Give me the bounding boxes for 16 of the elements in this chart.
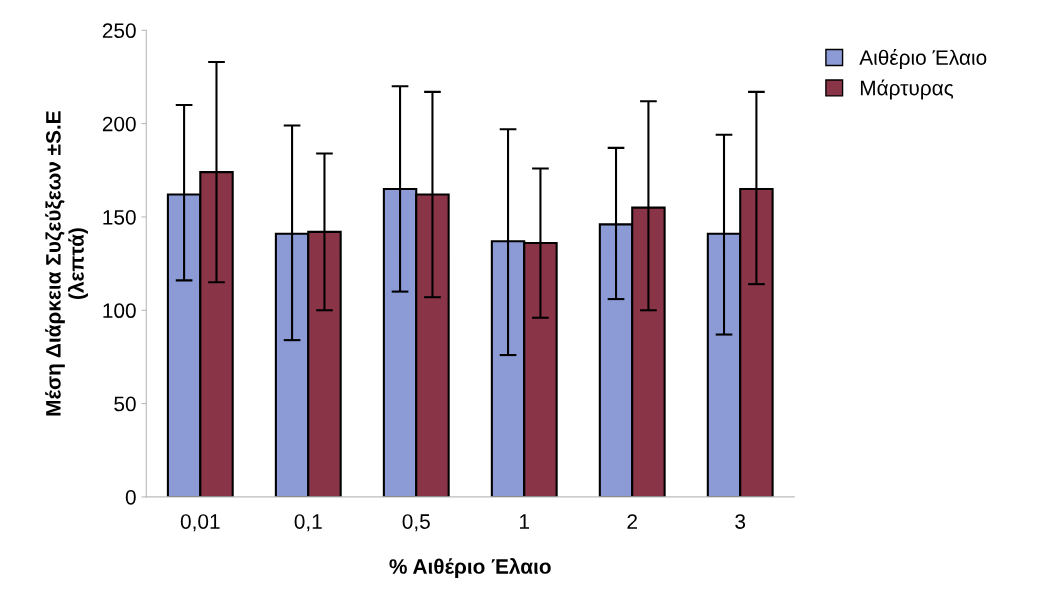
y-tick-label: 200 [102, 116, 136, 132]
y-tick-label: 150 [103, 209, 136, 225]
x-tick-label: 3 [735, 514, 746, 529]
y-tick-label: 100 [103, 303, 136, 319]
x-tick-label: 0,1 [294, 514, 322, 532]
y-tick-label: 50 [114, 396, 136, 412]
y-tick-label: 0 [125, 489, 136, 505]
x-axis-title: % Αιθέριο Έλαιο [389, 558, 551, 578]
y-tick-label: 250 [102, 23, 136, 39]
x-tick-label: 0,5 [402, 514, 430, 532]
legend-label: Αιθέριο Έλαιο [859, 49, 987, 70]
y-axis-title: Μέση Διάρκεια Συζεύξεων ±S.E (λεπτά) [45, 111, 88, 416]
x-tick-label: 2 [627, 514, 637, 529]
legend-label: Μάρτυρας [860, 79, 954, 100]
x-tick-label: 1 [520, 514, 530, 529]
x-tick-label: 0,01 [180, 514, 220, 532]
